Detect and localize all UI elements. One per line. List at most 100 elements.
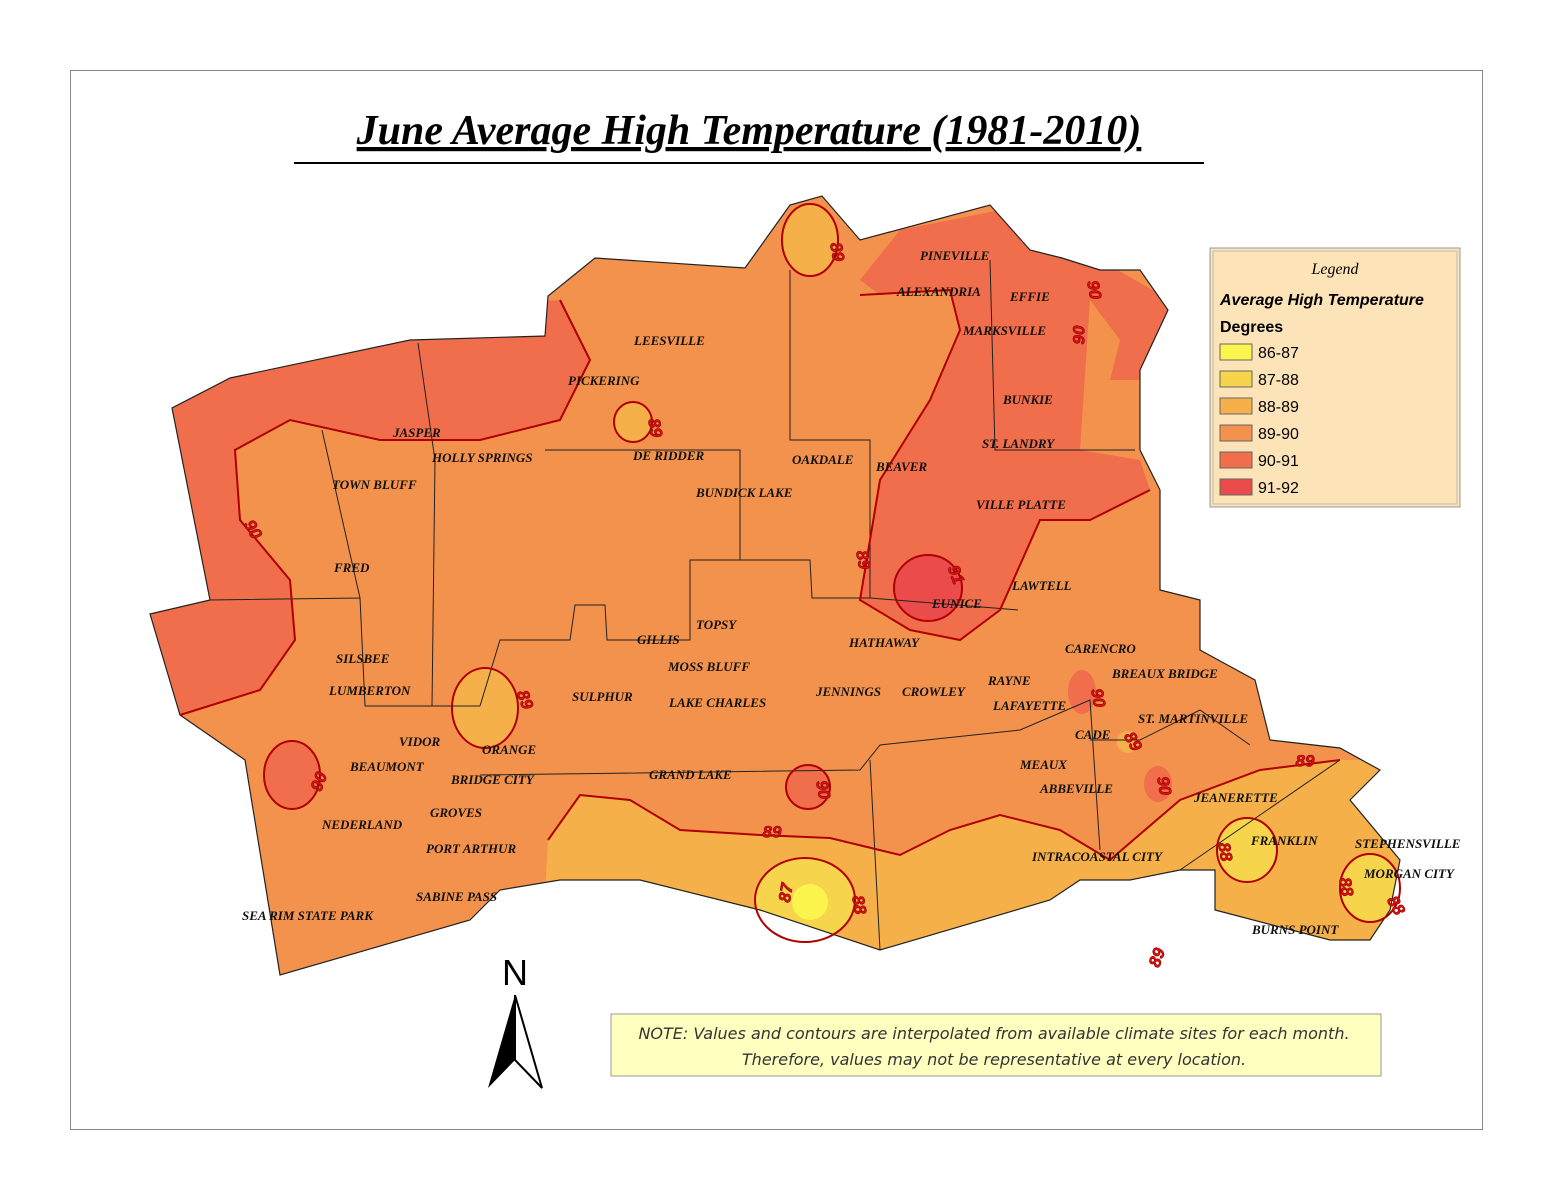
legend-swatch: [1219, 451, 1253, 469]
note: NOTE: Values and contours are interpolat…: [610, 1013, 1382, 1077]
place-label: BREAUX BRIDGE: [1111, 666, 1218, 681]
zone: [786, 765, 830, 809]
legend-swatch: [1219, 343, 1253, 361]
place-label: GROVES: [430, 805, 482, 820]
contour-label: 89: [644, 417, 666, 439]
contour-label: 90: [1087, 687, 1109, 709]
place-label: ORANGE: [482, 742, 537, 757]
contour-label: 89: [763, 822, 782, 841]
legend-swatch: [1219, 424, 1253, 442]
place-label: EUNICE: [931, 596, 982, 611]
place-label: BUNKIE: [1002, 392, 1053, 407]
place-label: PINEVILLE: [920, 248, 990, 263]
place-label: OAKDALE: [792, 452, 854, 467]
legend: Legend Average High Temperature Degrees …: [1209, 247, 1461, 508]
place-label: ABBEVILLE: [1039, 781, 1113, 796]
place-label: LUMBERTON: [328, 683, 411, 698]
place-label: BUNDICK LAKE: [695, 485, 793, 500]
place-label: VIDOR: [399, 734, 441, 749]
legend-items: 86-87 87-88 88-89 89-90 90-91 91-92: [1219, 343, 1299, 497]
place-label: BRIDGE CITY: [450, 772, 535, 787]
contour-label: 89: [852, 549, 874, 571]
legend-label: 91-92: [1258, 480, 1299, 497]
place-label: MORGAN CITY: [1363, 866, 1455, 881]
county-lines: [209, 259, 1341, 951]
place-label: STEPHENSVILLE: [1355, 836, 1461, 851]
legend-label: 89-90: [1258, 426, 1299, 443]
zone: [1117, 731, 1139, 753]
place-label: CARENCRO: [1065, 641, 1136, 656]
place-labels: PINEVILLE ALEXANDRIA EFFIE MARKSVILLE LEESVI…: [242, 248, 1461, 937]
zone: [150, 300, 590, 715]
place-label: SILSBEE: [336, 651, 390, 666]
legend-label: 90-91: [1258, 453, 1299, 470]
place-label: LAKE CHARLES: [668, 695, 766, 710]
contour-label: 88: [848, 894, 870, 916]
legend-heading: Legend: [1310, 261, 1359, 278]
place-label: NEDERLAND: [321, 817, 403, 832]
contour-label: 87: [775, 880, 797, 903]
place-label: RAYNE: [987, 673, 1031, 688]
place-label: BURNS POINT: [1251, 922, 1339, 937]
place-label: GILLIS: [637, 632, 680, 647]
place-label: LAFAYETTE: [992, 698, 1067, 713]
place-label: HOLLY SPRINGS: [431, 450, 533, 465]
note-line: NOTE: Values and contours are interpolat…: [638, 1024, 1349, 1043]
place-label: ST. MARTINVILLE: [1138, 711, 1248, 726]
zone: [1340, 854, 1400, 922]
arrow-right: [514, 994, 543, 1089]
place-label: GRAND LAKE: [649, 767, 732, 782]
zone: [1068, 670, 1096, 714]
zone: [782, 204, 838, 276]
place-label: LEESVILLE: [633, 333, 705, 348]
contour-label: 88: [1214, 841, 1236, 863]
zone: [1144, 766, 1172, 802]
place-label: VILLE PLATTE: [976, 497, 1066, 512]
place-label: MOSS BLUFF: [667, 659, 750, 674]
place-label: JENNINGS: [815, 684, 881, 699]
contour-lines: [179, 203, 1401, 943]
north-label: N: [502, 952, 528, 993]
place-label: PORT ARTHUR: [426, 841, 516, 856]
contour-label: 89: [1296, 751, 1315, 770]
place-label: TOPSY: [696, 617, 737, 632]
place-label: ST. LANDRY: [982, 436, 1055, 451]
contour-label: 90: [1083, 279, 1105, 301]
place-label: SULPHUR: [572, 689, 633, 704]
place-label: CROWLEY: [902, 684, 966, 699]
legend-label: 88-89: [1258, 399, 1299, 416]
legend-subtitle: Average High Temperature: [1219, 292, 1424, 309]
place-label: JEANERETTE: [1193, 790, 1278, 805]
place-label: FRED: [333, 560, 370, 575]
contour-label: 90: [812, 779, 834, 801]
place-label: HATHAWAY: [848, 635, 920, 650]
zone: [452, 668, 518, 748]
place-label: SABINE PASS: [416, 889, 497, 904]
place-label: ALEXANDRIA: [896, 284, 981, 299]
place-label: MARKSVILLE: [962, 323, 1046, 338]
note-box: [610, 1013, 1382, 1077]
legend-label: 86-87: [1258, 345, 1299, 362]
contour-label: 89: [826, 241, 848, 263]
zone: [792, 884, 828, 920]
legend-swatch: [1219, 397, 1253, 415]
place-label: TOWN BLUFF: [332, 477, 417, 492]
zone: [264, 741, 320, 809]
legend-swatch: [1219, 370, 1253, 388]
place-label: LAWTELL: [1011, 578, 1072, 593]
zone: [614, 402, 652, 442]
north-arrow: N: [488, 952, 543, 1089]
place-label: INTRACOASTAL CITY: [1031, 849, 1163, 864]
place-label: FRANKLIN: [1250, 833, 1318, 848]
legend-swatch: [1219, 478, 1253, 496]
note-line: Therefore, values may not be representat…: [742, 1050, 1246, 1069]
title: June Average High Temperature (1981-2010…: [356, 108, 1142, 154]
contour-label: 88: [1335, 876, 1357, 898]
place-label: EFFIE: [1009, 289, 1050, 304]
contour-label: 90: [1153, 775, 1175, 797]
place-label: PICKERING: [568, 373, 640, 388]
place-label: DE RIDDER: [632, 448, 704, 463]
place-label: MEAUX: [1019, 757, 1067, 772]
legend-label: 87-88: [1258, 372, 1299, 389]
contour-label: 90: [1069, 325, 1088, 344]
